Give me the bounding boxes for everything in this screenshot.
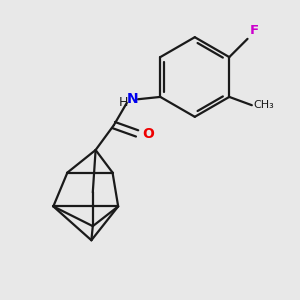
Text: F: F — [250, 24, 259, 37]
Text: H: H — [119, 96, 128, 110]
Text: O: O — [142, 127, 154, 141]
Text: CH₃: CH₃ — [254, 100, 274, 110]
Text: N: N — [126, 92, 138, 106]
